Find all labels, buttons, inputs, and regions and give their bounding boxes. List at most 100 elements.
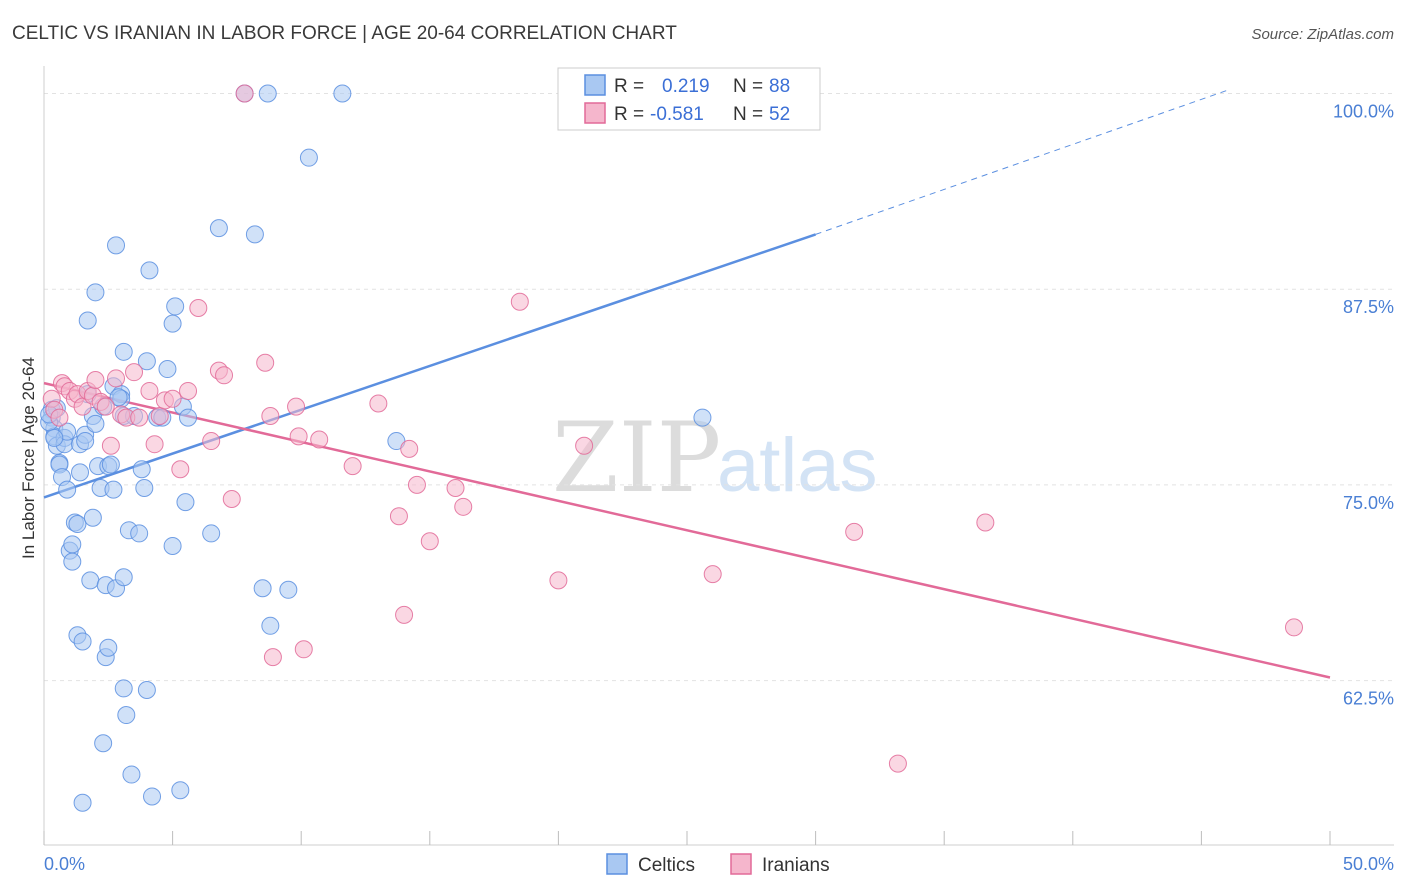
y-tick-labels: 100.0% 87.5% 75.0% 62.5% bbox=[1333, 101, 1394, 708]
point-1-20 bbox=[140, 381, 159, 400]
legend-swatch-iranians bbox=[584, 102, 606, 124]
point-1-25 bbox=[171, 460, 190, 479]
point-0-79 bbox=[299, 148, 318, 167]
point-0-56 bbox=[135, 479, 154, 498]
point-0-28 bbox=[83, 508, 102, 527]
point-1-11 bbox=[86, 371, 105, 389]
trend-extension-0 bbox=[815, 89, 1228, 235]
point-1-24 bbox=[163, 389, 182, 408]
point-0-21 bbox=[73, 632, 92, 651]
trend-lines bbox=[43, 89, 1331, 679]
point-1-46 bbox=[420, 532, 439, 551]
data-points bbox=[40, 84, 1303, 812]
point-1-15 bbox=[107, 369, 126, 388]
legend-swatch-celtics bbox=[584, 74, 606, 96]
point-0-35 bbox=[94, 734, 113, 753]
point-0-14 bbox=[63, 535, 82, 554]
point-0-78 bbox=[279, 580, 298, 599]
legend-r-label-celtics: R = bbox=[614, 76, 644, 97]
y-tick-label-0: 100.0% bbox=[1333, 101, 1394, 121]
legend-n-label-celtics: N = bbox=[733, 76, 763, 97]
point-0-44 bbox=[107, 236, 126, 255]
point-0-72 bbox=[209, 219, 228, 238]
point-0-55 bbox=[130, 524, 149, 543]
watermark-atlas: atlas bbox=[717, 423, 878, 508]
point-1-21 bbox=[145, 435, 164, 454]
point-1-54 bbox=[888, 754, 907, 773]
point-1-51 bbox=[575, 436, 594, 455]
point-1-52 bbox=[703, 565, 722, 584]
point-0-40 bbox=[101, 455, 120, 474]
point-1-22 bbox=[150, 407, 169, 426]
point-1-44 bbox=[400, 439, 419, 458]
point-0-74 bbox=[245, 225, 264, 244]
point-0-67 bbox=[171, 781, 190, 800]
point-0-87 bbox=[132, 460, 151, 479]
point-0-75 bbox=[253, 579, 272, 598]
trend-line-0 bbox=[43, 233, 817, 499]
point-0-25 bbox=[78, 311, 97, 330]
point-0-42 bbox=[104, 480, 123, 499]
point-0-24 bbox=[76, 432, 95, 451]
point-0-60 bbox=[143, 787, 162, 806]
point-0-80 bbox=[333, 84, 352, 103]
legend-r-value-iranians: -0.581 bbox=[650, 104, 704, 125]
point-1-34 bbox=[261, 407, 280, 426]
point-0-59 bbox=[140, 261, 159, 280]
point-0-82 bbox=[693, 408, 712, 427]
x-tick-label-max: 50.0% bbox=[1343, 854, 1394, 874]
point-0-22 bbox=[73, 793, 92, 812]
point-0-58 bbox=[137, 352, 156, 371]
watermark: ZIP atlas bbox=[552, 402, 878, 514]
bottom-legend: Celtics Iranians bbox=[606, 853, 830, 876]
point-0-48 bbox=[114, 568, 133, 587]
point-0-49 bbox=[114, 679, 133, 698]
point-0-70 bbox=[179, 408, 198, 427]
y-tick-label-2: 75.0% bbox=[1343, 493, 1394, 513]
point-1-37 bbox=[289, 427, 308, 446]
legend-n-value-iranians: 52 bbox=[769, 104, 790, 125]
point-0-66 bbox=[166, 297, 185, 316]
point-1-27 bbox=[189, 298, 208, 317]
legend-r-value-celtics: 0.219 bbox=[662, 76, 710, 97]
point-1-35 bbox=[263, 648, 282, 667]
point-0-57 bbox=[137, 681, 156, 699]
point-1-13 bbox=[96, 397, 115, 416]
y-axis-label: In Labor Force | Age 20-64 bbox=[19, 357, 38, 559]
x-tick-label-min: 0.0% bbox=[44, 854, 85, 874]
y-tick-label-1: 87.5% bbox=[1343, 297, 1394, 317]
bottom-legend-swatch-celtics bbox=[606, 853, 628, 875]
point-0-86 bbox=[109, 388, 128, 407]
point-0-76 bbox=[258, 84, 277, 103]
point-1-26 bbox=[179, 381, 198, 400]
chart-source: Source: ZipAtlas.com bbox=[1251, 26, 1394, 43]
chart-title: CELTIC VS IRANIAN IN LABOR FORCE | AGE 2… bbox=[12, 23, 677, 44]
point-1-2 bbox=[50, 408, 69, 427]
y-tick-label-3: 62.5% bbox=[1343, 689, 1394, 709]
point-1-31 bbox=[222, 489, 241, 508]
point-1-50 bbox=[549, 571, 568, 590]
point-1-42 bbox=[389, 507, 408, 526]
point-0-38 bbox=[99, 638, 118, 657]
point-0-69 bbox=[176, 493, 195, 512]
point-1-56 bbox=[1284, 618, 1303, 637]
point-1-47 bbox=[446, 479, 465, 498]
bottom-legend-label-iranians: Iranians bbox=[762, 855, 830, 876]
legend-box: R = 0.219 N = 88 R = -0.581 N = 52 bbox=[557, 67, 821, 131]
point-1-49 bbox=[510, 292, 529, 311]
point-0-71 bbox=[202, 524, 221, 543]
point-1-38 bbox=[294, 640, 313, 659]
point-0-30 bbox=[86, 414, 105, 433]
bottom-legend-swatch-iranians bbox=[730, 853, 752, 875]
point-1-19 bbox=[130, 408, 149, 427]
point-0-50 bbox=[114, 342, 133, 361]
point-0-15 bbox=[63, 552, 82, 571]
point-1-14 bbox=[101, 436, 120, 455]
point-1-40 bbox=[343, 457, 362, 476]
point-0-31 bbox=[86, 283, 105, 302]
point-1-48 bbox=[454, 497, 473, 516]
point-1-30 bbox=[215, 366, 234, 385]
point-0-77 bbox=[261, 616, 280, 635]
point-0-65 bbox=[163, 314, 182, 333]
